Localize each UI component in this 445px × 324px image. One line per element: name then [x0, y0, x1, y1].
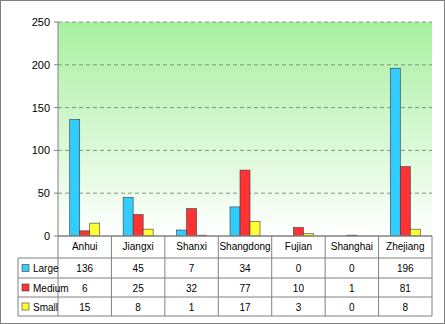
bar	[187, 209, 197, 236]
x-axis	[58, 236, 432, 237]
category-label: Jiangxi	[123, 241, 154, 252]
table-value: 1	[349, 283, 355, 294]
table-line	[325, 236, 326, 316]
table-value: 8	[403, 302, 409, 313]
bar	[80, 231, 90, 236]
grid-line	[58, 22, 432, 23]
table-value: 6	[82, 283, 88, 294]
bar	[390, 68, 400, 236]
y-tick-label: 100	[32, 144, 50, 156]
legend-label: Small	[33, 302, 58, 313]
chart-container: 050100150200250AnhuiJiangxiShanxiShangdo…	[0, 0, 445, 324]
table-value: 34	[239, 263, 251, 274]
y-tick	[54, 64, 58, 65]
category-label: Anhui	[72, 241, 98, 252]
category-label: Zhejiang	[386, 241, 424, 252]
bar	[133, 215, 143, 236]
table-value: 77	[239, 283, 251, 294]
bar	[123, 197, 133, 236]
table-value: 1	[189, 302, 195, 313]
bar	[143, 229, 153, 236]
grid-line	[58, 107, 432, 108]
category-label: Shanghai	[331, 241, 373, 252]
table-value: 15	[79, 302, 91, 313]
table-value: 136	[76, 263, 93, 274]
y-tick	[54, 236, 58, 237]
y-axis	[58, 22, 59, 236]
category-label: Shangdong	[219, 241, 270, 252]
y-tick-label: 50	[38, 187, 50, 199]
outer-border	[1, 1, 445, 324]
table-line	[378, 236, 379, 316]
table-value: 0	[349, 263, 355, 274]
legend-key	[22, 303, 29, 310]
table-value: 7	[189, 263, 195, 274]
table-value: 0	[349, 302, 355, 313]
y-tick	[54, 193, 58, 194]
y-tick	[54, 150, 58, 151]
y-tick	[54, 22, 58, 23]
table-value: 81	[400, 283, 412, 294]
table-value: 8	[135, 302, 141, 313]
table-line	[18, 316, 432, 317]
plot-background	[58, 22, 432, 236]
bar	[240, 170, 250, 236]
y-tick-label: 250	[32, 16, 50, 28]
bar	[410, 229, 420, 236]
table-value: 10	[293, 283, 305, 294]
bar	[90, 223, 100, 236]
table-value: 0	[296, 263, 302, 274]
table-value: 45	[133, 263, 145, 274]
table-line	[432, 236, 433, 316]
bar	[293, 227, 303, 236]
table-line	[18, 258, 19, 316]
table-line	[18, 258, 432, 259]
legend-key	[22, 265, 29, 272]
y-tick-label: 0	[44, 230, 50, 242]
bar	[177, 230, 187, 236]
table-line	[18, 297, 432, 298]
category-label: Shanxi	[176, 241, 207, 252]
table-line	[111, 236, 112, 316]
category-label: Fujian	[285, 241, 312, 252]
y-tick-label: 150	[32, 102, 50, 114]
table-value: 32	[186, 283, 198, 294]
chart: 050100150200250AnhuiJiangxiShanxiShangdo…	[0, 0, 445, 324]
y-tick-label: 200	[32, 59, 50, 71]
bar	[250, 221, 260, 236]
legend-key	[22, 284, 29, 291]
data-table: Anhui Jiangxi Shanxi Shangdong Fujian Shangha…	[18, 236, 432, 316]
table-line	[271, 236, 272, 316]
table-value: 17	[239, 302, 251, 313]
bars	[70, 68, 421, 236]
y-tick	[54, 107, 58, 108]
grid-line	[58, 64, 432, 65]
table-line	[18, 278, 432, 279]
grid-line	[58, 150, 432, 151]
table-line	[164, 236, 165, 316]
table-value: 25	[133, 283, 145, 294]
bar	[400, 167, 410, 236]
bar	[70, 120, 80, 236]
legend-label: Large	[33, 263, 59, 274]
bar	[230, 207, 240, 236]
table-value: 3	[296, 302, 302, 313]
table-value: 196	[397, 263, 414, 274]
legend-label: Medium	[33, 283, 69, 294]
